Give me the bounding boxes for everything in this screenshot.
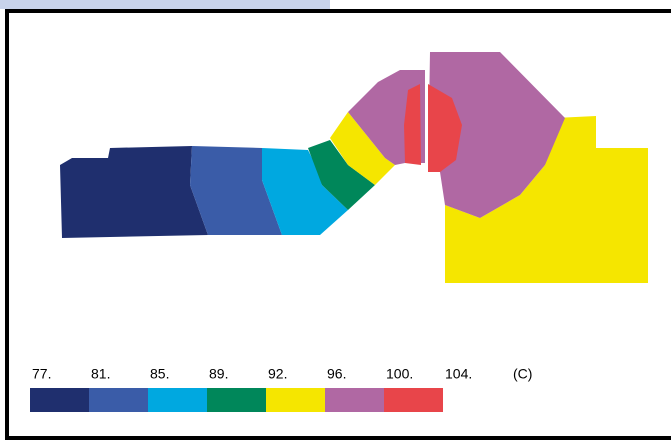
region <box>330 112 395 185</box>
legend-swatch <box>89 388 148 412</box>
legend-swatch <box>266 388 325 412</box>
legend-label: 96. <box>327 366 346 382</box>
legend-label: 77. <box>32 366 51 382</box>
legend-label: 89. <box>209 366 228 382</box>
legend-label: 85. <box>150 366 169 382</box>
legend-label: 104. <box>445 366 472 382</box>
legend-swatch <box>148 388 207 412</box>
legend-swatch <box>325 388 384 412</box>
legend-label: 92. <box>268 366 287 382</box>
region <box>404 84 421 165</box>
contour-plot <box>60 52 648 283</box>
region <box>428 84 462 172</box>
legend-swatch <box>207 388 266 412</box>
region <box>60 146 208 238</box>
title-bar <box>0 0 330 9</box>
legend-label: 100. <box>386 366 413 382</box>
legend-swatch <box>30 388 89 412</box>
legend-swatch <box>384 388 443 412</box>
region <box>445 116 648 283</box>
region <box>308 140 375 210</box>
legend: 77. 81. 85. 89. 92. 96. 100. 104. (C) <box>30 366 532 412</box>
legend-label: 81. <box>91 366 110 382</box>
region <box>428 52 565 218</box>
region <box>190 146 282 235</box>
region <box>262 148 348 235</box>
legend-unit: (C) <box>513 366 532 382</box>
